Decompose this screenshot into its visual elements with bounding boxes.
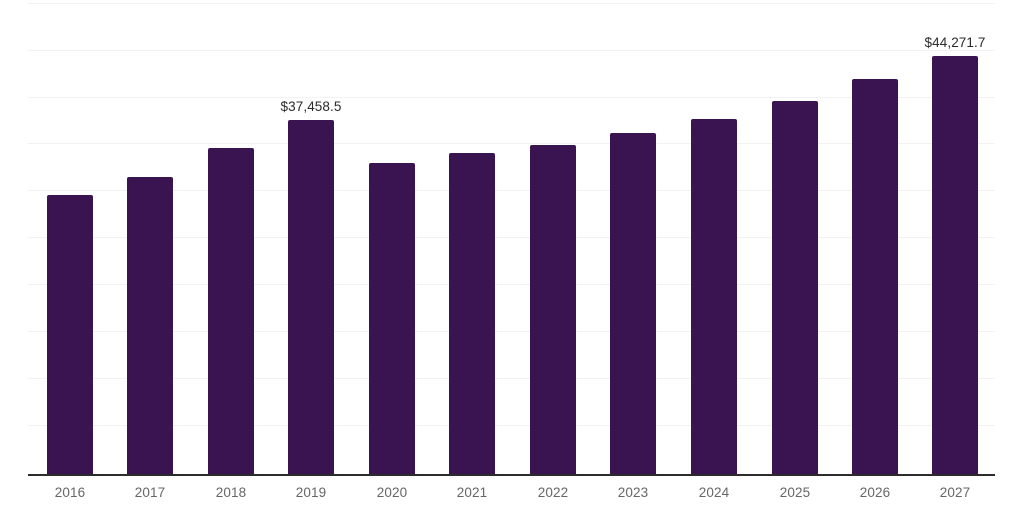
- bar-2024[interactable]: [691, 119, 737, 475]
- bar-2027[interactable]: [932, 56, 978, 475]
- bar-group-2023[interactable]: [610, 133, 656, 475]
- bar-group-2019[interactable]: $37,458.5: [281, 99, 341, 475]
- bar-2017[interactable]: [127, 177, 173, 475]
- x-axis-label-2021: 2021: [456, 485, 488, 500]
- bar-group-2027[interactable]: $44,271.7: [925, 35, 985, 475]
- bar-2026[interactable]: [852, 79, 898, 475]
- x-axis-label-2022: 2022: [537, 485, 569, 500]
- bar-group-2017[interactable]: [127, 177, 173, 475]
- bar-2025[interactable]: [772, 101, 818, 475]
- bar-2023[interactable]: [610, 133, 656, 475]
- x-axis-label-2017: 2017: [134, 485, 166, 500]
- bar-value-label-2019: $37,458.5: [280, 99, 342, 114]
- bar-2019[interactable]: [288, 120, 334, 475]
- bar-group-2025[interactable]: [772, 101, 818, 475]
- x-axis-label-2025: 2025: [779, 485, 811, 500]
- bar-2022[interactable]: [530, 145, 576, 475]
- bar-group-2026[interactable]: [852, 79, 898, 475]
- x-axis-label-2016: 2016: [54, 485, 86, 500]
- bar-2016[interactable]: [47, 195, 93, 475]
- bar-2021[interactable]: [449, 153, 495, 475]
- bar-2018[interactable]: [208, 148, 254, 475]
- bar-group-2018[interactable]: [208, 148, 254, 475]
- x-axis-label-2020: 2020: [376, 485, 408, 500]
- x-axis-line: [28, 474, 995, 476]
- bar-group-2022[interactable]: [530, 145, 576, 475]
- x-axis-label-2019: 2019: [295, 485, 327, 500]
- x-axis-label-2018: 2018: [215, 485, 247, 500]
- x-axis-label-2024: 2024: [698, 485, 730, 500]
- bar-group-2024[interactable]: [691, 119, 737, 475]
- bar-group-2021[interactable]: [449, 153, 495, 475]
- bar-2020[interactable]: [369, 163, 415, 475]
- bar-value-label-2027: $44,271.7: [924, 35, 986, 50]
- bar-group-2020[interactable]: [369, 163, 415, 475]
- x-axis-label-2026: 2026: [859, 485, 891, 500]
- x-axis-label-2027: 2027: [939, 485, 971, 500]
- bar-group-2016[interactable]: [47, 195, 93, 475]
- x-axis-label-2023: 2023: [617, 485, 649, 500]
